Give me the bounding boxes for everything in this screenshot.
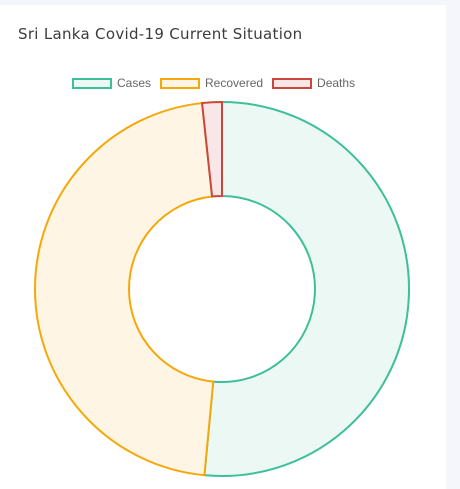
chart-title: Sri Lanka Covid-19 Current Situation: [18, 25, 303, 43]
legend-swatch-recovered: [160, 77, 201, 89]
slice-recovered[interactable]: [34, 101, 215, 477]
slice-deaths[interactable]: [200, 100, 223, 198]
legend-label-cases: Cases: [117, 76, 152, 90]
chart-legend: Cases Recovered Deaths: [72, 76, 364, 90]
legend-item-recovered[interactable]: Recovered: [160, 76, 263, 90]
legend-swatch-cases: [72, 77, 112, 89]
legend-label-deaths: Deaths: [317, 76, 356, 90]
doughnut-slices: [34, 100, 410, 477]
legend-item-deaths[interactable]: Deaths: [272, 76, 355, 90]
legend-swatch-deaths: [272, 77, 313, 89]
legend-item-cases[interactable]: Cases: [72, 76, 151, 90]
legend-label-recovered: Recovered: [205, 76, 264, 90]
slice-cases[interactable]: [203, 100, 410, 477]
